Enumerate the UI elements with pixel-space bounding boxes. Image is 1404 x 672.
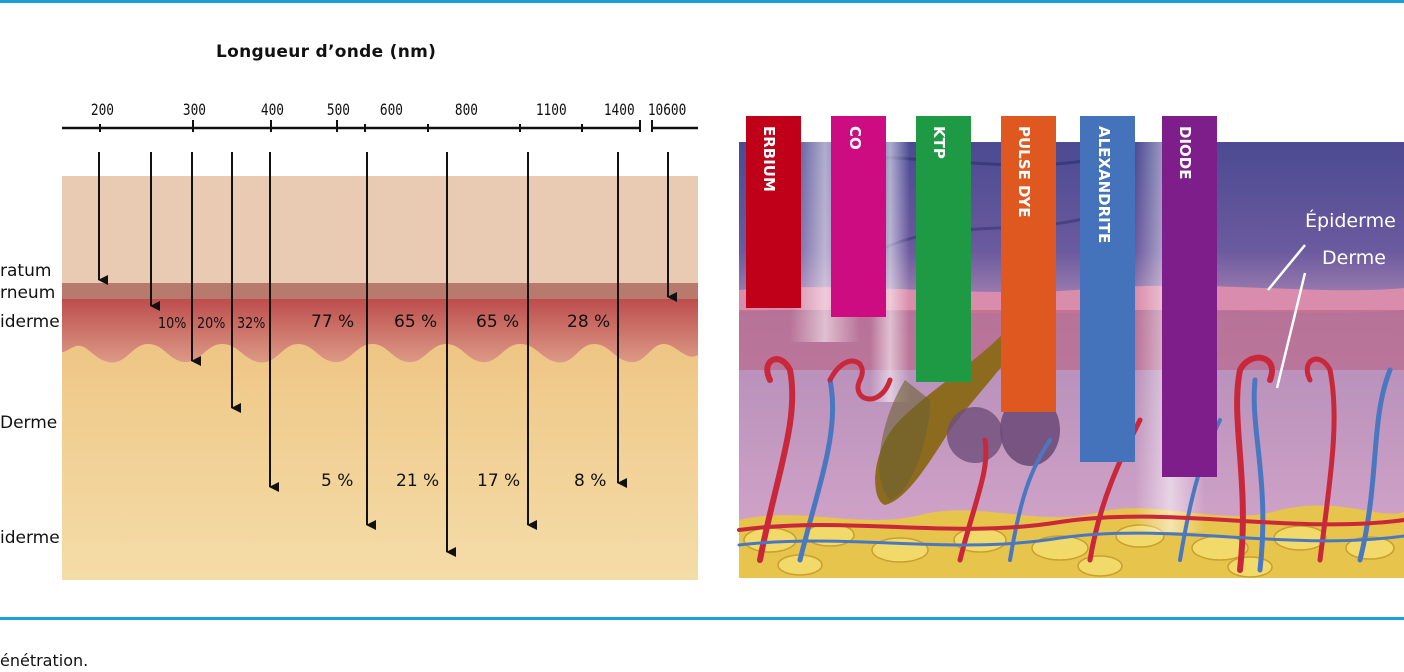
laser-label-alexandrite: ALEXANDRITE xyxy=(1095,126,1113,243)
stratum-corneum-layer xyxy=(62,283,698,299)
laser-bar-ktp xyxy=(916,116,971,382)
tick-label: 400 xyxy=(260,100,285,119)
axis-ticks xyxy=(99,120,653,132)
laser-label-co: CO xyxy=(846,126,864,150)
penetration-value: 20% xyxy=(197,314,226,332)
penetration-value: 32% xyxy=(237,314,266,332)
layer-label-hypoderme: iderme xyxy=(0,528,60,548)
epidermis-layer xyxy=(62,299,698,363)
photo-label-epiderme: Épiderme xyxy=(1305,209,1396,232)
laser-bar-labels: ERBIUM CO KTP PULSE DYE ALEXANDRITE DIOD… xyxy=(760,126,1194,243)
penetration-value: 17 % xyxy=(477,471,521,491)
penetration-value: 65 % xyxy=(394,312,438,332)
tick-label: 300 xyxy=(182,100,207,119)
laser-bar-alexandrite xyxy=(1080,116,1135,462)
penetration-arrows xyxy=(98,152,677,557)
bottom-divider xyxy=(0,617,1404,620)
tick-label: 500 xyxy=(326,100,351,119)
penetration-value: 8 % xyxy=(574,471,607,491)
tick-label: 600 xyxy=(379,100,404,119)
axis-title: Longueur d’onde (nm) xyxy=(216,42,437,62)
tick-label: 1400 xyxy=(603,100,635,119)
laser-bar-diode xyxy=(1162,116,1217,477)
penetration-value: 10% xyxy=(158,314,187,332)
epidermis-top-layer xyxy=(62,176,698,284)
layer-label-derme: Derme xyxy=(0,413,58,433)
tick-label: 200 xyxy=(90,100,115,119)
penetration-value: 65 % xyxy=(476,312,520,332)
layer-label-stratum-1: ratum xyxy=(0,261,52,281)
penetration-value: 5 % xyxy=(321,471,354,491)
figure-caption: énétration. xyxy=(0,651,89,670)
tick-label: 800 xyxy=(454,100,479,119)
penetration-value: 77 % xyxy=(311,312,355,332)
penetration-value: 28 % xyxy=(567,312,611,332)
penetration-value: 21 % xyxy=(396,471,440,491)
layer-label-epiderme: iderme xyxy=(0,312,60,332)
top-divider xyxy=(0,0,1404,3)
layer-label-stratum-2: rneum xyxy=(0,283,56,303)
laser-bars xyxy=(746,116,1217,477)
laser-label-pulse-dye: PULSE DYE xyxy=(1015,126,1033,217)
laser-label-erbium: ERBIUM xyxy=(760,126,778,192)
laser-label-ktp: KTP xyxy=(930,126,948,159)
laser-bar-pulse-dye xyxy=(1001,116,1056,412)
tick-label: 10600 xyxy=(647,100,687,119)
photo-label-derme: Derme xyxy=(1322,247,1386,269)
laser-bar-erbium xyxy=(746,116,801,308)
laser-bar-co xyxy=(831,116,886,317)
laser-label-diode: DIODE xyxy=(1176,126,1194,179)
tick-label: 1100 xyxy=(535,100,567,119)
